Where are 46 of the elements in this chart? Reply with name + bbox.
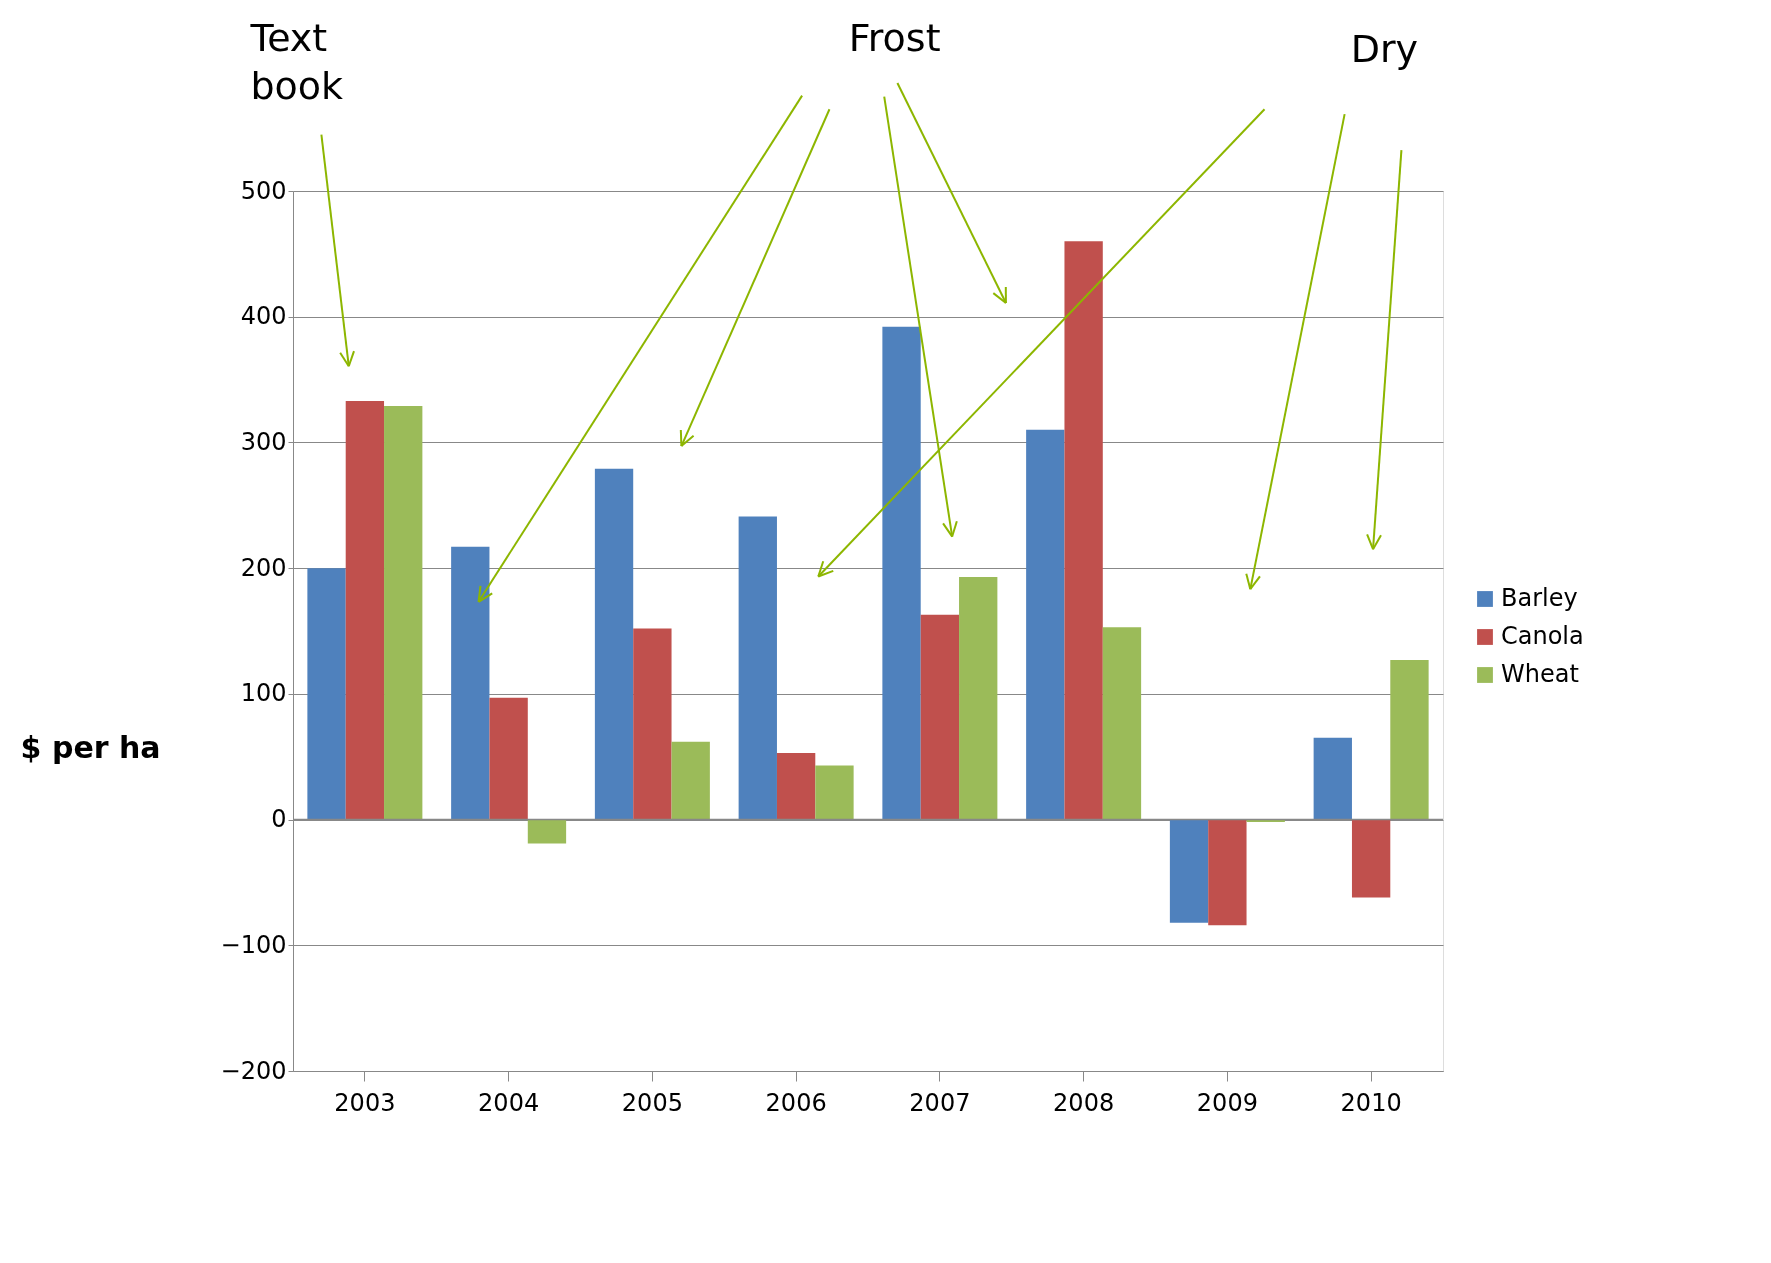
text: Text book [249, 15, 344, 108]
y-tick-label: −100 [220, 930, 287, 959]
bar [1169, 819, 1209, 923]
x-tick-label: 2009 [1196, 1088, 1258, 1117]
text: Dry [1350, 27, 1419, 72]
legend-label: Wheat [1501, 660, 1579, 688]
y-tick-label: −200 [220, 1056, 287, 1085]
x-tick-label: 2006 [765, 1088, 827, 1117]
bar [882, 326, 921, 820]
bar [1026, 429, 1065, 820]
bar [815, 765, 854, 820]
x-tick-label: 2004 [478, 1088, 540, 1117]
bar [384, 405, 423, 820]
bar [776, 752, 816, 820]
bar [594, 468, 634, 820]
x-tick-label: 2003 [334, 1088, 396, 1117]
x-tick-label: 2008 [1053, 1088, 1115, 1117]
legend-label: Canola [1501, 622, 1584, 650]
legend-label: Barley [1501, 584, 1578, 612]
bar [1351, 819, 1391, 898]
bar [1102, 627, 1142, 820]
bar [489, 697, 528, 820]
bar [1390, 659, 1429, 820]
x-tick-label: 2007 [909, 1088, 971, 1117]
bar [920, 614, 960, 820]
y-axis-title: $ per ha [20, 729, 161, 765]
text: Frost [848, 15, 941, 60]
bar [959, 576, 998, 820]
bar [451, 546, 490, 820]
y-tick-label: 500 [240, 176, 287, 205]
bar [633, 628, 672, 820]
y-tick-label: 300 [240, 427, 287, 456]
bar [345, 400, 385, 820]
y-tick-label: 400 [240, 302, 287, 331]
bar [738, 516, 777, 820]
bar [671, 741, 710, 820]
y-tick-label: 100 [240, 679, 287, 708]
bar [527, 819, 567, 844]
y-tick-label: 0 [271, 805, 287, 834]
x-tick-label: 2005 [621, 1088, 683, 1117]
y-tick-label: 200 [240, 553, 287, 582]
bar [1208, 819, 1247, 926]
bar [307, 568, 346, 820]
bar [1313, 737, 1352, 820]
bar [1064, 241, 1103, 820]
x-tick-label: 2010 [1340, 1088, 1402, 1117]
